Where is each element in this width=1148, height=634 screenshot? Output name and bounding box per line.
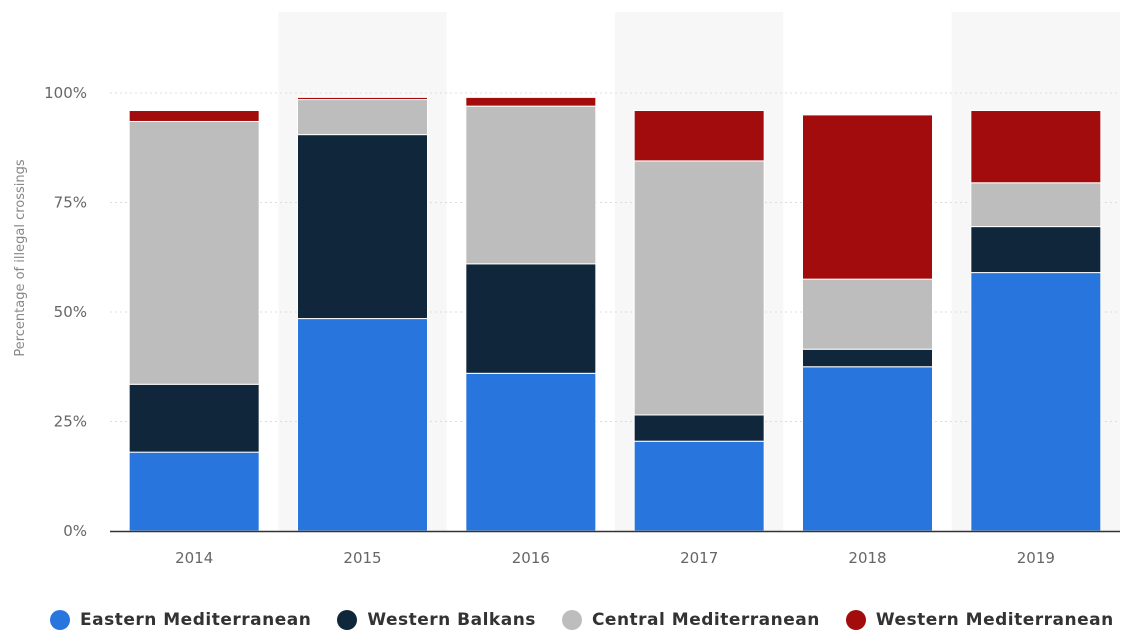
legend-item[interactable]: Western Mediterranean [845, 610, 1114, 630]
bar-segment [297, 134, 428, 320]
bar-segment [465, 263, 597, 374]
legend-swatch [561, 610, 582, 630]
x-tick-label: 2016 [512, 549, 550, 567]
y-tick-label: 75% [54, 194, 87, 212]
legend-swatch [50, 610, 70, 630]
legend-label: Western Mediterranean [875, 610, 1114, 630]
legend-item[interactable]: Western Balkans [337, 610, 536, 630]
bar-segment [970, 110, 1102, 184]
legend-item[interactable]: Central Mediterranean [561, 610, 820, 630]
bar-segment [128, 383, 260, 453]
bar-segment [633, 160, 765, 416]
bar-segment [802, 348, 933, 368]
bar-segment [465, 105, 597, 265]
bar-segment [128, 110, 260, 122]
y-axis-title: Percentage of illegal crossings [13, 159, 28, 357]
y-tick-label: 0% [63, 522, 87, 540]
legend-label: Western Balkans [367, 610, 536, 630]
bar-segment [970, 272, 1102, 532]
bar-segment [802, 366, 933, 532]
legend: Eastern Mediterranean Western Balkans Cent… [50, 606, 1114, 634]
x-tick-label: 2014 [175, 549, 213, 567]
bar-segment [297, 99, 428, 136]
legend-swatch [337, 610, 358, 630]
bar-segment [465, 96, 597, 107]
y-tick-labels: 0% 25% 50% 75% 100% [44, 84, 87, 540]
y-tick-label: 100% [44, 84, 87, 102]
x-tick-label: 2017 [680, 549, 718, 567]
x-tick-labels: 2014 2015 2016 2017 2018 2019 [175, 549, 1055, 567]
bar-segment [633, 414, 765, 442]
bars [128, 96, 1102, 532]
bar-segment [633, 440, 765, 532]
y-tick-label: 50% [54, 303, 87, 321]
bar-segment [465, 372, 597, 532]
bar-segment [970, 226, 1102, 274]
legend-label: Central Mediterranean [591, 610, 820, 630]
y-tick-label: 25% [54, 413, 87, 431]
bar-segment [128, 451, 260, 532]
bar-segment [633, 110, 765, 162]
bar-segment [802, 278, 933, 350]
bar-segment [297, 318, 428, 532]
gridlines [110, 92, 1120, 422]
x-tick-label: 2019 [1017, 549, 1055, 567]
x-tick-label: 2015 [343, 549, 381, 567]
bar-segment [970, 182, 1102, 228]
bar-segment [128, 120, 260, 385]
legend-swatch [845, 610, 866, 630]
legend-item[interactable]: Eastern Mediterranean [50, 610, 311, 630]
bar-segment [297, 96, 428, 101]
bar-segment [802, 114, 933, 280]
legend-label: Eastern Mediterranean [80, 610, 312, 630]
x-tick-label: 2018 [848, 549, 886, 567]
